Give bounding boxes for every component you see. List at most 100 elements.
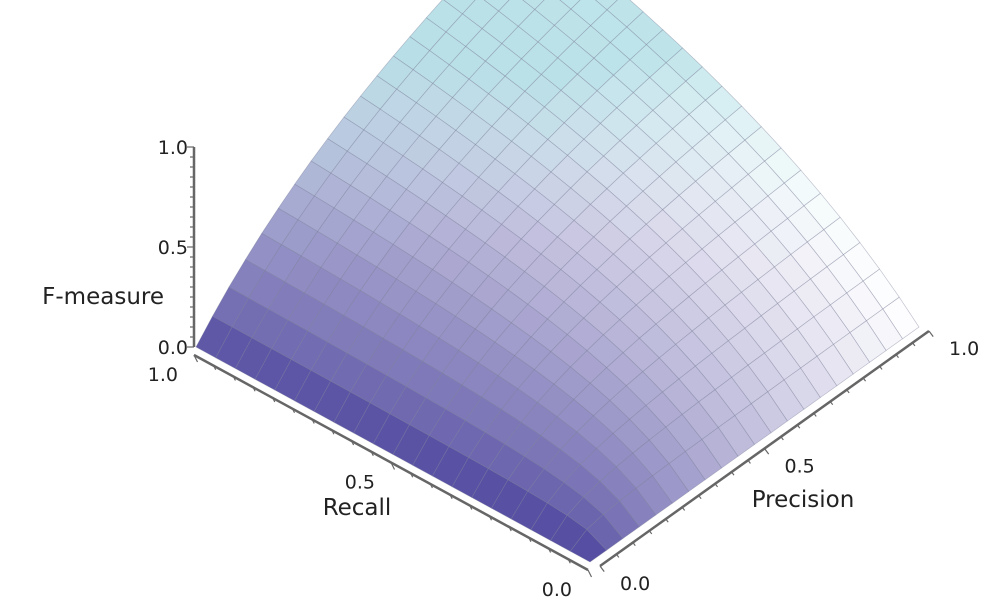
surface-cell xyxy=(448,420,486,458)
surface-cell xyxy=(507,271,545,305)
surface-cell xyxy=(251,308,289,350)
precision-tick xyxy=(879,365,883,370)
surface-cell xyxy=(481,10,519,45)
f-measure-tick-label: 0.0 xyxy=(158,337,188,359)
surface-cell xyxy=(487,256,526,291)
precision-tick-label: 1.0 xyxy=(949,338,979,360)
precision-tick xyxy=(665,518,669,523)
recall-tick-label: 0.5 xyxy=(345,472,375,494)
surface-cell xyxy=(678,180,716,216)
precision-tick xyxy=(698,495,702,500)
surface-cell xyxy=(284,255,322,294)
surface-cell xyxy=(415,83,454,117)
axis-labels: F-measure Recall Precision xyxy=(42,284,854,521)
surface xyxy=(195,0,920,563)
surface-cell xyxy=(415,269,453,305)
precision-tick xyxy=(829,401,834,406)
recall-tick-label: 0.0 xyxy=(542,579,572,600)
surface-cell xyxy=(559,0,581,10)
recall-tick xyxy=(272,397,276,403)
precision-tick xyxy=(862,377,867,382)
surface-cell xyxy=(353,197,391,233)
surface-cell xyxy=(451,78,490,113)
surface-cell xyxy=(274,358,312,402)
f-measure-tick-label: 0.5 xyxy=(158,237,188,259)
precision-tick-label: 0.0 xyxy=(620,573,650,595)
surface-cell xyxy=(523,435,562,470)
recall-tick xyxy=(429,483,433,489)
y-axis-title: Recall xyxy=(323,495,392,521)
precision-tick xyxy=(731,471,735,476)
recall-tick xyxy=(410,472,414,478)
recall-tick xyxy=(567,558,571,564)
surface-cell xyxy=(619,487,657,528)
precision-tick xyxy=(648,530,653,535)
surface-cell xyxy=(389,385,427,426)
surface-cell xyxy=(422,337,460,374)
surface-cell xyxy=(586,155,624,190)
surface-cell xyxy=(507,90,546,125)
surface-cell xyxy=(313,172,352,209)
surface-cell xyxy=(281,219,319,257)
surface-cell xyxy=(290,330,328,371)
recall-tick xyxy=(488,515,493,521)
surface-cell xyxy=(488,75,526,110)
surface-cell xyxy=(349,163,388,199)
recall-tick-label: 1.0 xyxy=(148,364,178,386)
surface-cell xyxy=(481,375,519,410)
precision-tick xyxy=(928,330,934,337)
precision-tick xyxy=(912,342,916,347)
surface-cell xyxy=(458,328,496,364)
precision-tick xyxy=(714,483,719,488)
surface-cell xyxy=(684,439,723,481)
recall-tick xyxy=(232,376,236,381)
recall-tick xyxy=(390,462,396,470)
precision-tick xyxy=(895,354,899,359)
recall-tick xyxy=(351,440,355,446)
precision-tick xyxy=(846,389,850,394)
surface-cell xyxy=(422,148,460,183)
surface-cell xyxy=(376,55,414,90)
recall-tick xyxy=(508,526,512,532)
surface-cell xyxy=(764,340,802,381)
recall-tick xyxy=(252,386,256,392)
precision-tick xyxy=(780,436,784,441)
surface-cell xyxy=(494,140,532,175)
surface-cell xyxy=(514,336,552,371)
precision-tick xyxy=(615,553,620,558)
precision-tick xyxy=(632,542,636,547)
surface-cell xyxy=(865,308,903,351)
surface-cell xyxy=(484,43,523,77)
surface-cell xyxy=(372,209,411,245)
recall-tick xyxy=(528,537,532,543)
surface-cell xyxy=(366,142,404,177)
surface-cell xyxy=(432,64,470,99)
surface-cell xyxy=(777,290,815,330)
surface-cell xyxy=(428,408,466,447)
recall-tick xyxy=(370,451,374,457)
recall-tick xyxy=(469,505,473,510)
surface-cell xyxy=(287,292,325,332)
surface-cell xyxy=(349,363,387,404)
surface-cell xyxy=(445,13,483,47)
surface-cell xyxy=(418,303,457,339)
surface-cell xyxy=(409,201,447,237)
surface-cell xyxy=(573,25,611,59)
surface-cell xyxy=(474,125,513,160)
surface-cell xyxy=(448,46,486,80)
surface-cell xyxy=(569,528,608,563)
surface-cell xyxy=(615,452,654,489)
surface-cell xyxy=(392,36,431,71)
surface-cell xyxy=(546,481,585,516)
surface-cell xyxy=(317,207,355,244)
x-axis-title: Precision xyxy=(752,487,855,513)
recall-tick xyxy=(548,548,552,553)
surface-cell xyxy=(323,278,361,316)
precision-tick xyxy=(796,424,801,429)
surface-cell xyxy=(409,397,447,436)
surface-cell xyxy=(510,303,549,338)
surface-cell xyxy=(522,0,545,10)
surface-cell xyxy=(530,502,568,541)
surface-cell xyxy=(594,0,618,11)
